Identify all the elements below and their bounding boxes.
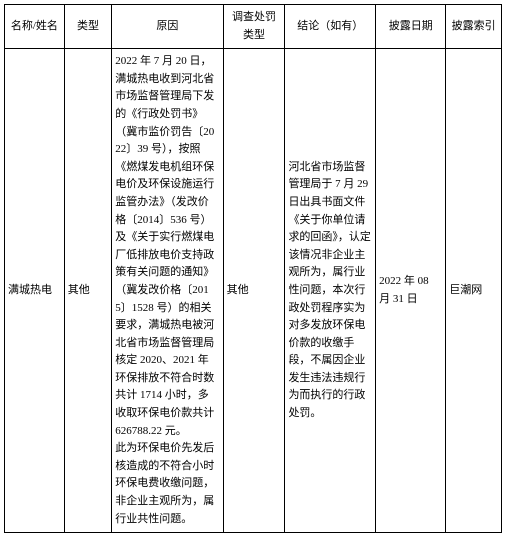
cell-disclosure-index: 巨潮网 — [446, 49, 502, 533]
header-type: 类型 — [64, 5, 111, 49]
cell-penalty-type: 其他 — [223, 49, 285, 533]
header-reason: 原因 — [112, 5, 223, 49]
header-disclosure-date: 披露日期 — [376, 5, 446, 49]
header-penalty-type: 调查处罚类型 — [223, 5, 285, 49]
header-conclusion: 结论（如有） — [285, 5, 376, 49]
cell-conclusion: 河北省市场监督管理局于 7 月 29 日出具书面文件《关于你单位请求的回函》，认… — [285, 49, 376, 533]
penalty-table: 名称/姓名 类型 原因 调查处罚类型 结论（如有） 披露日期 披露索引 满城热电… — [4, 4, 502, 533]
cell-name: 满城热电 — [5, 49, 65, 533]
cell-reason: 2022 年 7 月 20 日，满城热电收到河北省市场监督管理局下发的《行政处罚… — [112, 49, 223, 533]
cell-disclosure-date: 2022 年 08 月 31 日 — [376, 49, 446, 533]
header-name: 名称/姓名 — [5, 5, 65, 49]
table-row: 满城热电 其他 2022 年 7 月 20 日，满城热电收到河北省市场监督管理局… — [5, 49, 502, 533]
cell-type: 其他 — [64, 49, 111, 533]
header-disclosure-index: 披露索引 — [446, 5, 502, 49]
table-header-row: 名称/姓名 类型 原因 调查处罚类型 结论（如有） 披露日期 披露索引 — [5, 5, 502, 49]
